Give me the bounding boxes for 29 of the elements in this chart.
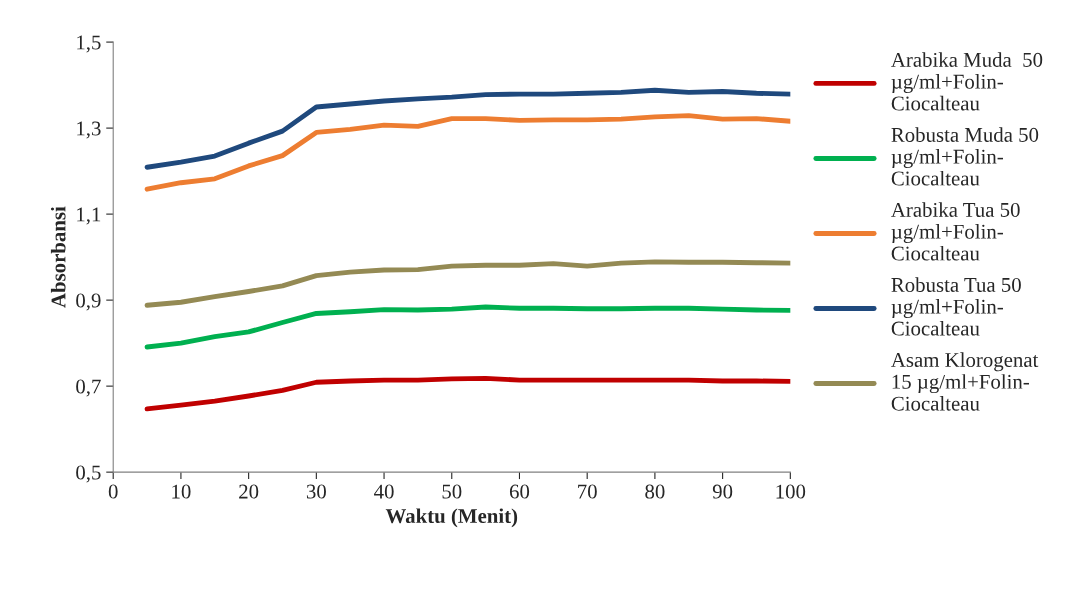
y-tick-label: 1,3 — [77, 121, 101, 139]
line-series — [144, 304, 791, 350]
x-tick-label: 30 — [306, 484, 326, 499]
legend-label: Asam Klorogenat 15 µg/ml+Folin- Ciocalteau — [891, 352, 1039, 411]
y-tick-label: 0,5 — [76, 465, 101, 483]
line-series — [144, 375, 791, 412]
y-tick-label: 0,9 — [76, 293, 101, 311]
legend-label: Arabika Tua 50 µg/ml+Folin- Ciocalteau — [891, 202, 1020, 261]
legend-label: Robusta Tua 50 µg/ml+Folin- Ciocalteau — [891, 277, 1021, 336]
x-tick-label: 60 — [509, 484, 530, 499]
y-axis-title: Absorbansi — [50, 206, 66, 308]
x-tick-label: 20 — [239, 484, 259, 499]
x-tick-label: 40 — [374, 484, 394, 499]
y-tick-label: 1,1 — [77, 207, 101, 225]
x-tick-label: 80 — [645, 484, 665, 499]
line-series — [144, 113, 791, 192]
x-tick-label: 70 — [578, 484, 597, 499]
x-tick-label: 10 — [172, 484, 191, 499]
y-tick-label: 0,7 — [76, 379, 101, 397]
legend-label: Arabika Muda 50 µg/ml+Folin- Ciocalteau — [891, 52, 1043, 111]
legend-label: Robusta Muda 50 µg/ml+Folin- Ciocalteau — [891, 127, 1039, 186]
x-tick-label: 50 — [442, 484, 462, 499]
y-tick-label: 1,5 — [77, 35, 101, 53]
x-tick-label: 0 — [108, 484, 118, 499]
x-tick-label: 100 — [776, 484, 806, 499]
x-tick-label: 90 — [712, 484, 733, 499]
x-axis-title: Waktu (Menit) — [385, 508, 518, 528]
line-series — [144, 259, 791, 308]
line-series — [144, 87, 791, 170]
